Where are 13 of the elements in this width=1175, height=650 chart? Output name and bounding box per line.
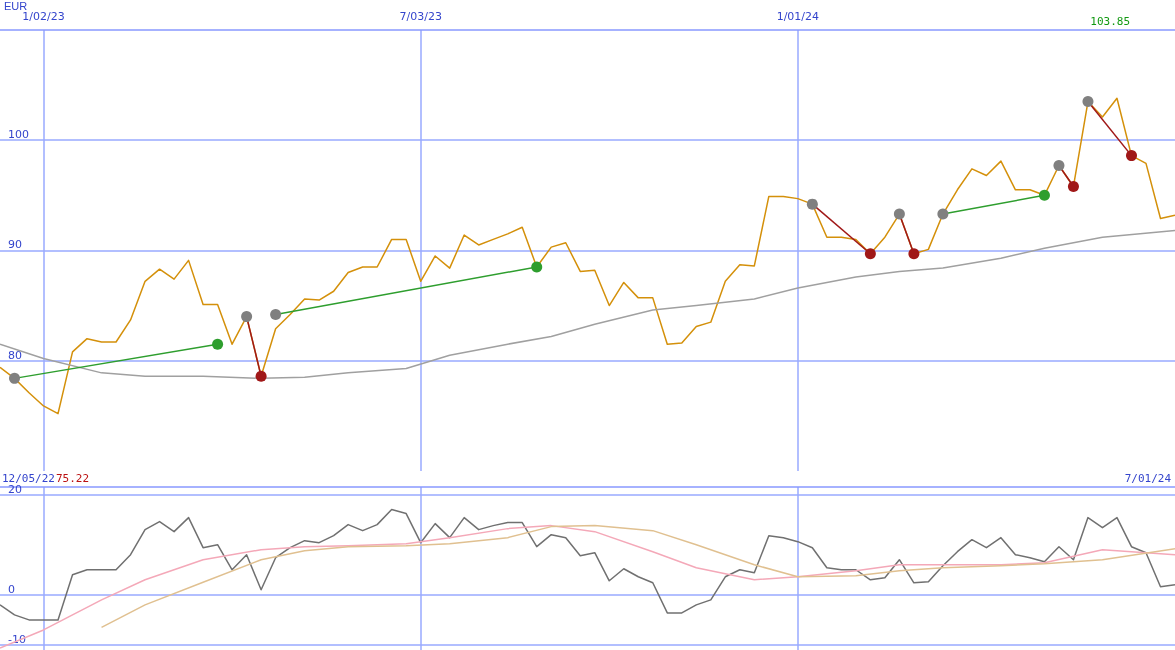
- y-axis-title: EUR: [4, 0, 28, 12]
- x-tick-label: 1/02/23: [22, 9, 65, 23]
- text: 7/01/24: [1124, 472, 1172, 485]
- y-tick-label: 80: [8, 348, 22, 362]
- y-tick-label: 20: [8, 482, 22, 496]
- x-tick-label: 7/03/23: [399, 9, 442, 23]
- text: 103.85: [1090, 15, 1131, 28]
- x-tick-label: 1/01/24: [776, 9, 820, 23]
- text: 12/05/22: [2, 472, 55, 485]
- y-tick-label: 90: [8, 238, 22, 252]
- y-tick-label: 0: [8, 582, 15, 596]
- y-tick-label: 100: [8, 128, 29, 142]
- text: 75.22: [56, 472, 90, 485]
